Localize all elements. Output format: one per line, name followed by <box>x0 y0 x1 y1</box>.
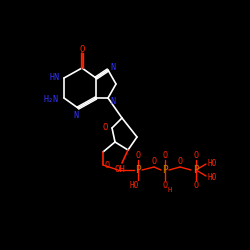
Text: P: P <box>193 165 199 175</box>
Text: H: H <box>168 187 172 193</box>
Text: H₂N: H₂N <box>44 96 59 104</box>
Text: N: N <box>74 110 78 120</box>
Text: O: O <box>178 156 182 166</box>
Text: HO: HO <box>208 172 216 182</box>
Text: O: O <box>194 182 198 190</box>
Text: O: O <box>79 44 85 54</box>
Text: HN: HN <box>50 74 60 82</box>
Text: P: P <box>162 165 168 175</box>
Text: O: O <box>136 152 140 160</box>
Text: N: N <box>110 96 116 106</box>
Text: O: O <box>104 162 110 170</box>
Text: O: O <box>162 182 168 190</box>
Text: O: O <box>162 152 168 160</box>
Text: P: P <box>135 165 141 175</box>
Text: HO: HO <box>130 182 138 190</box>
Text: O: O <box>152 156 156 166</box>
Text: O: O <box>102 122 108 132</box>
Text: OH: OH <box>114 166 126 174</box>
Text: O: O <box>194 152 198 160</box>
Text: HO: HO <box>208 158 216 168</box>
Text: N: N <box>110 62 116 72</box>
